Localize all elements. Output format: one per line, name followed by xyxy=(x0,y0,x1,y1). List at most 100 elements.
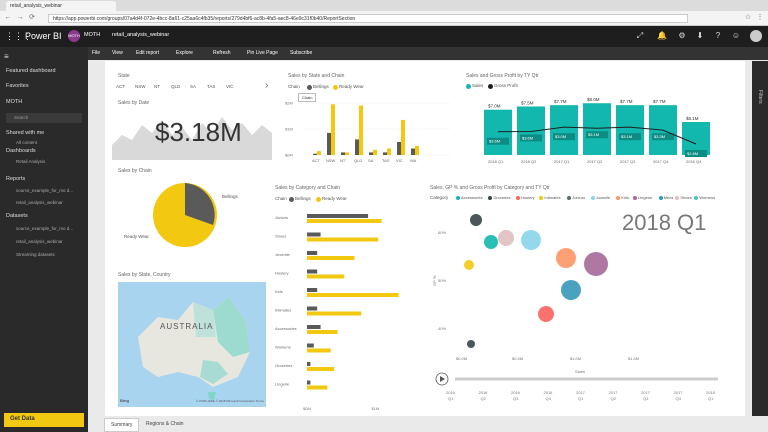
help-icon[interactable]: ? xyxy=(715,31,721,40)
y-tick-label: $0M xyxy=(285,153,293,158)
slicer-next-icon[interactable]: › xyxy=(265,80,269,91)
state-slicer[interactable]: ACT NSW NT QLD SA TAS VIC xyxy=(116,83,266,93)
left-nav xyxy=(0,47,88,432)
nav-featured[interactable]: Featured dashboard xyxy=(6,68,56,74)
slicer-item[interactable]: QLD xyxy=(171,84,181,89)
nav-search-input[interactable]: Search xyxy=(6,113,82,123)
breadcrumb-workspace[interactable]: MOTH xyxy=(84,32,101,38)
x-axis-label: Sales xyxy=(575,369,585,374)
reload-icon[interactable]: ⟳ xyxy=(29,14,35,21)
nav-favorites[interactable]: Favorites xyxy=(6,83,29,89)
bar-ready-wear xyxy=(307,256,355,260)
bar-bellings xyxy=(307,325,321,329)
y-tick-label: 40% xyxy=(438,326,446,331)
pie-chart[interactable] xyxy=(150,180,220,250)
inner-label-bg xyxy=(553,133,575,141)
nav-dataset-1[interactable]: source_example_for_mo d... xyxy=(16,226,74,231)
legend-dot xyxy=(658,196,663,200)
nav-report-2[interactable]: retail_analysis_webinar xyxy=(16,200,63,205)
x-tick-label: 2017 Q4 xyxy=(653,159,669,164)
y-axis-label: GP % xyxy=(432,275,437,286)
slicer-item[interactable]: ACT xyxy=(116,84,125,89)
forward-icon[interactable]: → xyxy=(16,14,24,21)
fullscreen-icon[interactable]: ⤢ xyxy=(636,31,644,40)
chart2[interactable]: $7.0M $3.6M 2018 Q1 $7.5M $3.6M 2018 Q2 $7.7M $… xyxy=(480,95,720,175)
browser-tabbar xyxy=(0,0,768,11)
settings-icon[interactable]: ⚙ xyxy=(678,31,686,40)
y-tick-label: Shoes xyxy=(275,234,286,239)
bar-bellings xyxy=(307,214,369,218)
user-avatar[interactable] xyxy=(750,30,762,42)
bar-bellings xyxy=(307,232,321,237)
chart4[interactable]: 60% 50% 40% GP % $0.0M $0.5M $1.0M $1.5M Sales 20… xyxy=(430,208,730,408)
nav-dashboards[interactable]: Dashboards xyxy=(6,148,36,154)
star-icon[interactable]: ☆ xyxy=(744,14,752,21)
view-menu[interactable]: View xyxy=(112,50,123,56)
slicer-item[interactable]: NT xyxy=(154,84,160,89)
data-label: $8.0M xyxy=(587,97,600,102)
nav-shared-sub[interactable]: All content xyxy=(16,140,38,145)
data-label: $5.1M xyxy=(686,116,699,121)
url-field[interactable]: https://app.powerbi.com/groups/07a4d4f-0… xyxy=(48,14,688,23)
nav-report-1[interactable]: source_example_for_mo d... xyxy=(16,188,74,193)
inner-label: $2.8M xyxy=(687,151,698,156)
file-menu[interactable]: File xyxy=(92,50,101,56)
kpi-sparkline xyxy=(112,117,272,160)
inner-label-bg xyxy=(520,134,542,142)
tab-summary[interactable]: Summary xyxy=(104,418,140,432)
get-data-button[interactable]: Get Data xyxy=(4,413,84,427)
play-axis-quarter: Q2 xyxy=(481,396,487,401)
legend-entry: Accessories xyxy=(461,195,483,200)
slicer-item[interactable]: TAS xyxy=(207,84,216,89)
slicer-item[interactable]: NSW xyxy=(135,84,146,89)
workspace-avatar: MOTH xyxy=(68,30,80,42)
nav-shared[interactable]: Shared with me xyxy=(6,130,45,136)
nav-dataset-2[interactable]: retail_analysis_webinar xyxy=(16,239,63,244)
bar-ready-wear xyxy=(307,385,328,390)
nav-dataset-3[interactable]: Streaming datasets xyxy=(16,252,55,257)
bar-bellings xyxy=(341,152,345,155)
subscribe-button[interactable]: Subscribe xyxy=(290,50,313,56)
data-label: $7.7M xyxy=(620,99,633,104)
feedback-icon[interactable]: ☺ xyxy=(731,31,741,40)
play-axis-quarter: Q3 xyxy=(643,396,649,401)
waffle-icon[interactable]: ⋮⋮⋮ xyxy=(5,31,32,41)
explore-menu[interactable]: Explore xyxy=(176,50,193,56)
edit-report-button[interactable]: Edit report xyxy=(136,50,160,56)
nav-dashboard-item[interactable]: Retail Analysis xyxy=(16,159,46,164)
chart1-legend-title: Chain xyxy=(288,84,300,89)
x-tick-label: ACT xyxy=(312,158,321,163)
bar-ready-wear xyxy=(307,219,382,223)
map-visual[interactable]: AUSTRALIA Bing © 2018 HERE © 2018 Micros… xyxy=(118,282,266,407)
bar-sales xyxy=(616,105,644,155)
slicer-item[interactable]: SA xyxy=(190,84,197,89)
pin-live-button[interactable]: Pin Live Page xyxy=(247,50,278,56)
nav-reports[interactable]: Reports xyxy=(6,176,26,182)
nav-datasets[interactable]: Datasets xyxy=(6,213,28,219)
filters-pane[interactable] xyxy=(752,61,768,416)
back-icon[interactable]: ← xyxy=(4,14,12,21)
legend-dot xyxy=(633,196,637,200)
x-tick-label: 2016 Q4 xyxy=(686,159,702,164)
hamburger-icon[interactable]: ≡ xyxy=(4,52,9,61)
notification-icon[interactable]: 🔔 xyxy=(657,31,667,40)
chart1[interactable]: $0M $1M $2M ACT NSW NT QLD SA TAS VIC WA xyxy=(285,95,453,170)
inner-label-bg xyxy=(652,133,674,141)
bar-bellings xyxy=(307,343,314,348)
tab-regions[interactable]: Regions & Chain xyxy=(146,421,184,427)
play-axis-quarter: Q3 xyxy=(513,396,519,401)
chart3[interactable]: Juniors Shoes Juvenile Hosiery Kids Intimates… xyxy=(275,210,425,415)
map-country-label: AUSTRALIA xyxy=(160,322,214,331)
breadcrumb-report[interactable]: retail_analysis_webinar xyxy=(112,32,170,38)
slicer-item[interactable]: VIC xyxy=(226,84,234,89)
play-axis-quarter: Q2 xyxy=(611,396,617,401)
browser-tab[interactable]: retail_analysis_webinar xyxy=(6,1,116,11)
download-icon[interactable]: ⬇ xyxy=(696,31,704,40)
x-tick-label: $1.0M xyxy=(570,356,581,361)
menu-icon[interactable]: ⋮ xyxy=(756,14,764,21)
bar-ready-wear xyxy=(307,348,331,353)
y-tick-label: Intimates xyxy=(275,308,291,313)
refresh-button[interactable]: Refresh xyxy=(213,50,231,56)
x-tick-label: $1.5M xyxy=(628,356,639,361)
nav-workspace[interactable]: MOTH xyxy=(6,99,23,105)
